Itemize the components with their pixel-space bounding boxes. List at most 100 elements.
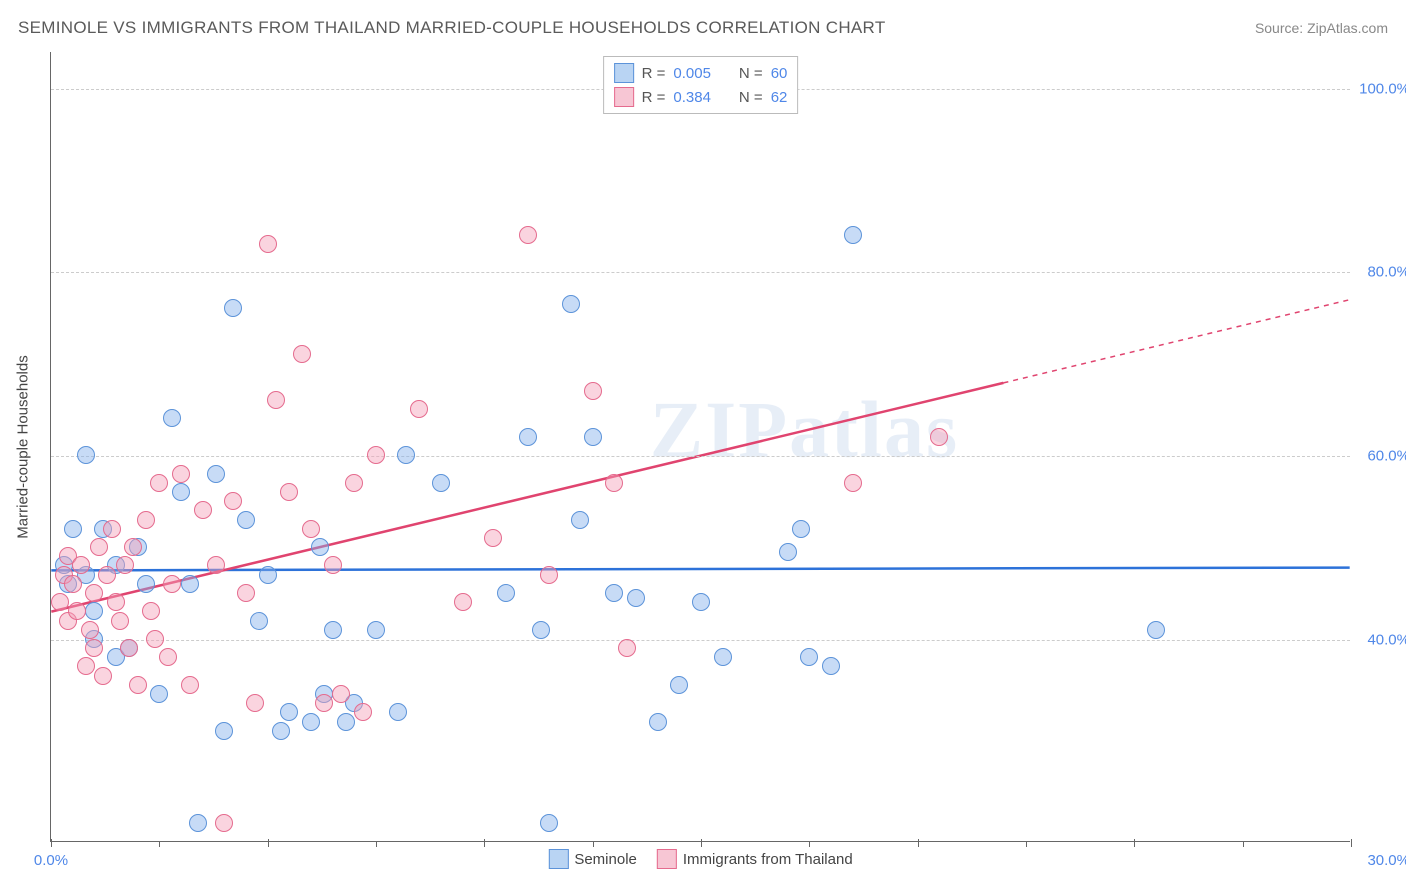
point-thailand bbox=[618, 639, 636, 657]
point-thailand bbox=[280, 483, 298, 501]
point-thailand bbox=[237, 584, 255, 602]
point-seminole bbox=[714, 648, 732, 666]
point-seminole bbox=[584, 428, 602, 446]
trend-line-extrapolated bbox=[1003, 300, 1349, 383]
point-thailand bbox=[484, 529, 502, 547]
point-seminole bbox=[844, 226, 862, 244]
point-thailand bbox=[519, 226, 537, 244]
gridline bbox=[51, 272, 1350, 273]
point-thailand bbox=[267, 391, 285, 409]
xtick-minor bbox=[376, 841, 377, 847]
point-thailand bbox=[207, 556, 225, 574]
xtick bbox=[51, 839, 52, 847]
legend-series-item: Seminole bbox=[548, 849, 637, 869]
xtick bbox=[484, 839, 485, 847]
point-seminole bbox=[181, 575, 199, 593]
point-thailand bbox=[85, 584, 103, 602]
point-seminole bbox=[207, 465, 225, 483]
point-thailand bbox=[124, 538, 142, 556]
xtick bbox=[268, 839, 269, 847]
point-thailand bbox=[215, 814, 233, 832]
point-thailand bbox=[111, 612, 129, 630]
point-thailand bbox=[259, 235, 277, 253]
gridline bbox=[51, 456, 1350, 457]
point-thailand bbox=[605, 474, 623, 492]
point-thailand bbox=[68, 602, 86, 620]
xtick-minor bbox=[809, 841, 810, 847]
title-bar: SEMINOLE VS IMMIGRANTS FROM THAILAND MAR… bbox=[18, 18, 1388, 38]
xtick-minor bbox=[593, 841, 594, 847]
point-thailand bbox=[116, 556, 134, 574]
ytick-label: 60.0% bbox=[1355, 448, 1406, 465]
legend-swatch bbox=[657, 849, 677, 869]
watermark: ZIPatlas bbox=[650, 385, 959, 476]
point-thailand bbox=[137, 511, 155, 529]
point-seminole bbox=[280, 703, 298, 721]
point-thailand bbox=[844, 474, 862, 492]
point-seminole bbox=[150, 685, 168, 703]
point-thailand bbox=[159, 648, 177, 666]
point-thailand bbox=[150, 474, 168, 492]
point-thailand bbox=[81, 621, 99, 639]
point-thailand bbox=[107, 593, 125, 611]
point-seminole bbox=[670, 676, 688, 694]
point-thailand bbox=[85, 639, 103, 657]
point-seminole bbox=[649, 713, 667, 731]
point-thailand bbox=[584, 382, 602, 400]
point-thailand bbox=[181, 676, 199, 694]
point-seminole bbox=[237, 511, 255, 529]
point-seminole bbox=[85, 602, 103, 620]
point-seminole bbox=[519, 428, 537, 446]
point-seminole bbox=[311, 538, 329, 556]
point-thailand bbox=[293, 345, 311, 363]
legend-swatch bbox=[548, 849, 568, 869]
point-seminole bbox=[137, 575, 155, 593]
legend-correlation-row: R =0.005N =60 bbox=[614, 61, 788, 85]
ytick-label: 100.0% bbox=[1355, 80, 1406, 97]
xtick bbox=[1134, 839, 1135, 847]
point-seminole bbox=[337, 713, 355, 731]
point-seminole bbox=[215, 722, 233, 740]
legend-swatch bbox=[614, 63, 634, 83]
point-thailand bbox=[103, 520, 121, 538]
legend-n-key: N = bbox=[739, 65, 763, 82]
point-seminole bbox=[224, 299, 242, 317]
point-seminole bbox=[367, 621, 385, 639]
point-seminole bbox=[779, 543, 797, 561]
point-seminole bbox=[822, 657, 840, 675]
point-seminole bbox=[389, 703, 407, 721]
xtick bbox=[918, 839, 919, 847]
legend-n-key: N = bbox=[739, 89, 763, 106]
xtick-label: 30.0% bbox=[1355, 852, 1406, 869]
chart-title: SEMINOLE VS IMMIGRANTS FROM THAILAND MAR… bbox=[18, 18, 886, 38]
legend-swatch bbox=[614, 87, 634, 107]
xtick bbox=[1351, 839, 1352, 847]
point-thailand bbox=[146, 630, 164, 648]
legend-r-key: R = bbox=[642, 89, 666, 106]
point-thailand bbox=[367, 446, 385, 464]
point-thailand bbox=[315, 694, 333, 712]
source-label: Source: ZipAtlas.com bbox=[1255, 20, 1388, 36]
point-seminole bbox=[532, 621, 550, 639]
point-seminole bbox=[250, 612, 268, 630]
point-thailand bbox=[98, 566, 116, 584]
point-thailand bbox=[345, 474, 363, 492]
legend-correlation-row: R =0.384N =62 bbox=[614, 85, 788, 109]
point-thailand bbox=[172, 465, 190, 483]
point-seminole bbox=[64, 520, 82, 538]
plot-area: ZIPatlas Married-couple Households R =0.… bbox=[50, 52, 1350, 842]
point-thailand bbox=[129, 676, 147, 694]
point-seminole bbox=[163, 409, 181, 427]
legend-correlation-box: R =0.005N =60R =0.384N =62 bbox=[603, 56, 799, 114]
point-seminole bbox=[692, 593, 710, 611]
point-thailand bbox=[90, 538, 108, 556]
point-seminole bbox=[272, 722, 290, 740]
point-seminole bbox=[627, 589, 645, 607]
point-thailand bbox=[302, 520, 320, 538]
point-seminole bbox=[259, 566, 277, 584]
point-thailand bbox=[454, 593, 472, 611]
legend-series: Seminole Immigrants from Thailand bbox=[548, 849, 852, 869]
legend-series-label: Immigrants from Thailand bbox=[683, 851, 853, 868]
point-thailand bbox=[94, 667, 112, 685]
point-seminole bbox=[605, 584, 623, 602]
